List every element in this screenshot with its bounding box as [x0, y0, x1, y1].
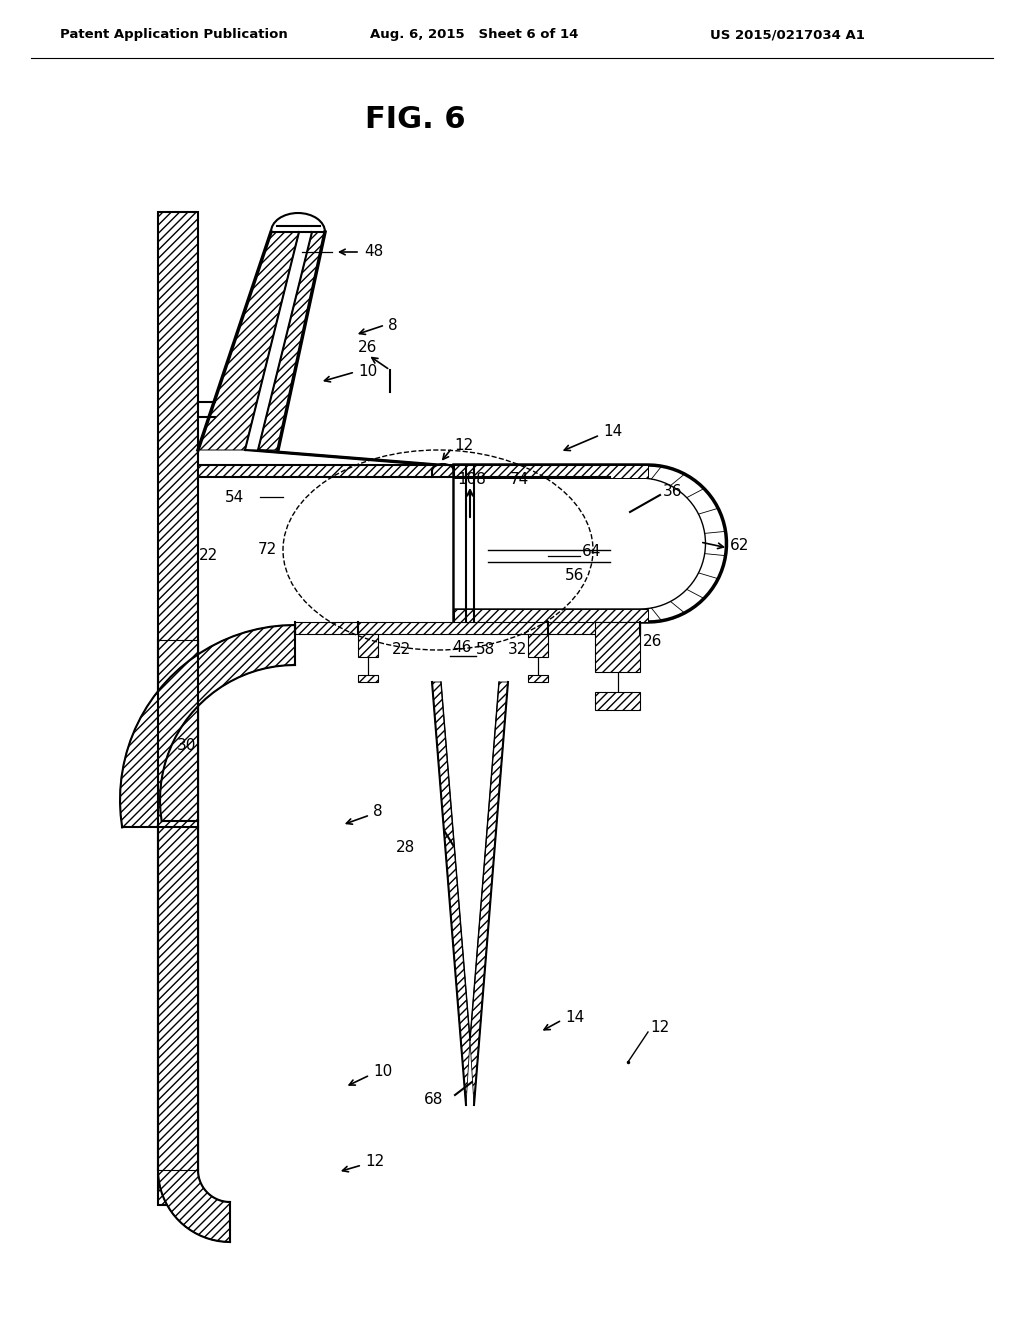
Text: 10: 10 — [358, 364, 377, 380]
Polygon shape — [198, 465, 610, 477]
Text: 14: 14 — [603, 425, 623, 440]
Text: 10: 10 — [373, 1064, 392, 1080]
Text: 56: 56 — [565, 568, 585, 582]
Text: 36: 36 — [663, 484, 683, 499]
Text: 22: 22 — [199, 548, 218, 562]
Polygon shape — [158, 213, 198, 1205]
Text: 68: 68 — [424, 1093, 443, 1107]
Text: 28: 28 — [395, 840, 415, 854]
Text: 14: 14 — [565, 1010, 585, 1024]
Text: 108: 108 — [457, 473, 485, 487]
Text: Patent Application Publication: Patent Application Publication — [60, 28, 288, 41]
Polygon shape — [258, 232, 325, 450]
Text: 22: 22 — [392, 643, 412, 657]
Text: 26: 26 — [358, 339, 378, 355]
Text: 58: 58 — [476, 643, 496, 657]
Polygon shape — [158, 640, 198, 1170]
Text: FIG. 6: FIG. 6 — [365, 106, 465, 135]
Text: 12: 12 — [650, 1020, 670, 1035]
Text: 46: 46 — [453, 640, 472, 656]
Text: US 2015/0217034 A1: US 2015/0217034 A1 — [710, 28, 865, 41]
Text: 26: 26 — [643, 635, 663, 649]
Polygon shape — [470, 682, 508, 1105]
Text: Aug. 6, 2015   Sheet 6 of 14: Aug. 6, 2015 Sheet 6 of 14 — [370, 28, 579, 41]
Polygon shape — [454, 465, 648, 478]
Text: 74: 74 — [510, 473, 529, 487]
Polygon shape — [454, 609, 648, 622]
Polygon shape — [528, 634, 548, 682]
Text: 32: 32 — [508, 643, 527, 657]
Text: 72: 72 — [258, 543, 278, 557]
Text: 12: 12 — [454, 437, 473, 453]
Polygon shape — [245, 450, 445, 465]
Polygon shape — [158, 1170, 230, 1242]
Text: 12: 12 — [365, 1155, 384, 1170]
Polygon shape — [432, 682, 470, 1105]
Text: 62: 62 — [730, 537, 750, 553]
Text: 30: 30 — [176, 738, 196, 752]
Text: 48: 48 — [364, 244, 383, 260]
Polygon shape — [454, 478, 706, 609]
Polygon shape — [358, 634, 378, 682]
Polygon shape — [454, 465, 726, 622]
Text: 8: 8 — [388, 318, 397, 333]
Text: 8: 8 — [373, 804, 383, 820]
Text: 64: 64 — [582, 544, 601, 560]
Polygon shape — [198, 232, 299, 450]
Polygon shape — [120, 624, 295, 828]
Text: 54: 54 — [224, 490, 244, 504]
Polygon shape — [595, 622, 640, 710]
Polygon shape — [295, 622, 640, 634]
